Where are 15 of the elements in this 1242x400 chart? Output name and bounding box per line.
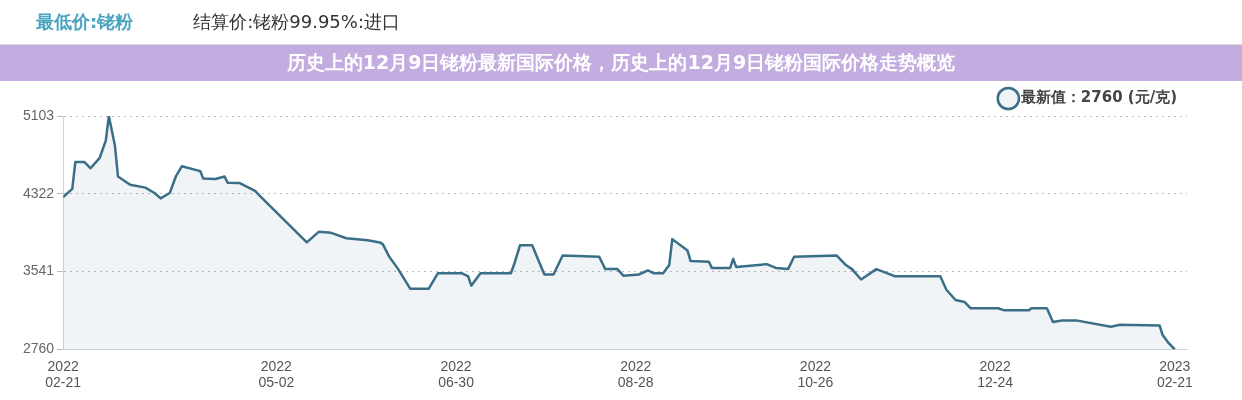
y-tick-label: 3541 bbox=[22, 262, 55, 279]
y-tick-label: 4322 bbox=[22, 184, 55, 201]
x-tick-label: 2022 05-02 bbox=[258, 357, 295, 391]
x-tick-label: 2022 06-30 bbox=[438, 357, 475, 391]
y-tick-label: 2760 bbox=[22, 340, 55, 357]
x-tick-label: 2022 02-21 bbox=[45, 357, 82, 391]
x-tick-label: 2023 02-21 bbox=[1156, 357, 1193, 391]
y-tick-label: 5103 bbox=[22, 106, 55, 123]
text: 历史上的12月9日铑粉最新国际价格，历史上的12月9日铑粉国际价格走势概览 bbox=[0, 45, 1242, 81]
x-tick-label: 2022 10-26 bbox=[797, 357, 834, 391]
chart-title: 最低价:铑粉 bbox=[36, 10, 134, 34]
legend-label: 最新值：2760 (元/克) bbox=[1019, 88, 1178, 107]
x-tick-label: 2022 08-28 bbox=[617, 357, 654, 391]
x-tick-label: 2022 12-24 bbox=[977, 357, 1014, 391]
chart-subtitle: 结算价:铑粉99.95%:进口 bbox=[193, 10, 400, 34]
